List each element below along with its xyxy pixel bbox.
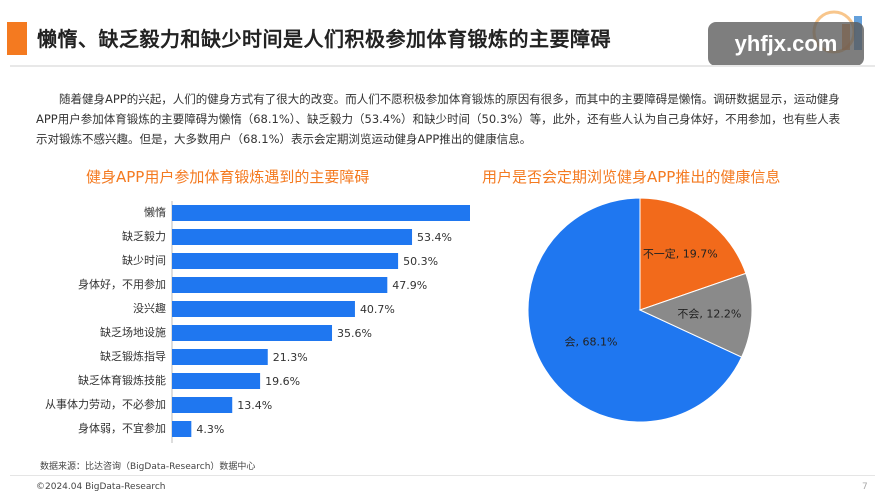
bar-value-label: 50.3% xyxy=(403,255,438,268)
title-accent-bar xyxy=(7,22,27,55)
data-source: 数据来源：比达咨询（BigData-Research）数据中心 xyxy=(40,462,256,472)
pie-slice-label: 会, 68.1% xyxy=(564,335,617,348)
bar-category-label: 缺乏锻炼指导 xyxy=(100,349,166,363)
pie-slice-label: 不一定, 19.7% xyxy=(643,246,718,260)
page-title: 懒惰、缺乏毅力和缺少时间是人们积极参加体育锻炼的主要障碍 xyxy=(37,27,611,51)
bar xyxy=(172,253,399,269)
bar-category-label: 身体好，不用参加 xyxy=(78,277,166,291)
bar-category-label: 身体弱，不宜参加 xyxy=(78,421,166,435)
header-divider xyxy=(10,65,875,67)
pie-slice xyxy=(639,197,747,311)
bar-chart-title: 健身APP用户参加体育锻炼遇到的主要障碍 xyxy=(86,168,370,186)
bar-value-label: 35.6% xyxy=(337,327,372,340)
bar xyxy=(172,325,333,341)
intro-paragraph: 随着健身APP的兴起，人们的健身方式有了很大的改变。而人们不愿积极参加体育锻炼的… xyxy=(36,92,841,146)
bar xyxy=(172,229,413,245)
page-number: 7 xyxy=(862,482,868,492)
pie-chart: 会, 68.1% 不一定, 19.7% 不会, 12.2% xyxy=(527,197,753,423)
bar-value-label: 13.4% xyxy=(237,399,272,412)
bar xyxy=(172,397,233,413)
bar-category-label: 缺乏体育锻炼技能 xyxy=(78,373,166,387)
bar-value-label: 19.6% xyxy=(265,375,300,388)
bar-value-label: 47.9% xyxy=(392,279,427,292)
bar-value-label: 4.3% xyxy=(196,423,224,436)
bar-category-label: 懒惰 xyxy=(144,205,166,219)
bar xyxy=(172,373,261,389)
bar-value-label: 53.4% xyxy=(417,231,452,244)
bar-category-label: 从事体力劳动，不必参加 xyxy=(45,397,166,411)
bar-category-label: 缺乏场地设施 xyxy=(100,325,166,339)
bar-category-label: 没兴趣 xyxy=(133,301,166,315)
bar-chart: 懒惰68.1%缺乏毅力53.4%缺少时间50.3%身体好，不用参加47.9%没兴… xyxy=(45,201,470,443)
bar-category-label: 缺少时间 xyxy=(122,253,166,267)
bar xyxy=(172,349,268,365)
bar-category-label: 缺乏毅力 xyxy=(122,229,166,243)
watermark: yhfjx.com xyxy=(708,22,864,66)
bar-value-label: 40.7% xyxy=(360,303,395,316)
bar xyxy=(172,205,470,221)
bar xyxy=(172,277,388,293)
pie-slice-label: 不会, 12.2% xyxy=(677,307,741,320)
pie-slice xyxy=(527,197,743,423)
footer-divider xyxy=(10,475,875,476)
copyright: ©2024.04 BigData-Research xyxy=(36,482,166,492)
bar-value-label: 21.3% xyxy=(273,351,308,364)
pie-slice xyxy=(638,272,753,358)
bar xyxy=(172,421,192,437)
bar xyxy=(172,301,355,317)
pie-chart-title: 用户是否会定期浏览健身APP推出的健康信息 xyxy=(482,168,781,186)
